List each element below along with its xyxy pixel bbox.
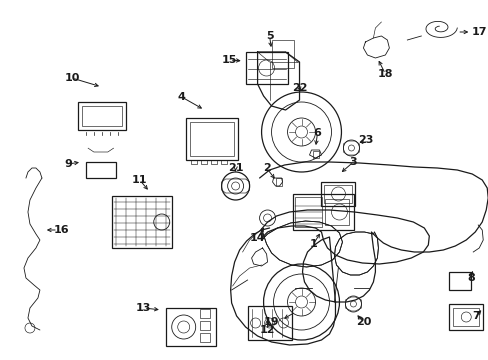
Bar xyxy=(247,306,291,340)
Bar xyxy=(112,196,171,248)
Bar xyxy=(325,199,349,225)
Bar xyxy=(275,178,281,186)
Text: 2: 2 xyxy=(262,163,270,173)
Bar xyxy=(165,308,215,346)
Text: 16: 16 xyxy=(54,225,70,235)
Bar xyxy=(294,197,322,227)
Text: 3: 3 xyxy=(349,157,357,167)
Bar xyxy=(199,309,209,318)
Bar xyxy=(189,122,233,156)
Bar xyxy=(185,118,237,160)
Text: 19: 19 xyxy=(263,317,279,327)
Bar xyxy=(190,160,196,164)
Text: 7: 7 xyxy=(471,311,479,321)
Bar xyxy=(292,194,354,230)
Text: 12: 12 xyxy=(259,325,275,335)
Text: 9: 9 xyxy=(64,159,72,169)
Text: 17: 17 xyxy=(470,27,486,37)
Bar xyxy=(271,40,293,68)
Bar xyxy=(448,304,482,330)
Bar xyxy=(200,160,206,164)
Bar xyxy=(78,102,125,130)
Bar xyxy=(448,272,470,290)
Text: 20: 20 xyxy=(355,317,370,327)
Text: 6: 6 xyxy=(313,128,321,138)
Bar xyxy=(324,185,352,203)
Bar xyxy=(321,182,355,206)
Bar xyxy=(81,106,122,126)
Text: 11: 11 xyxy=(132,175,147,185)
Bar xyxy=(210,160,216,164)
Text: 22: 22 xyxy=(291,83,306,93)
Text: 5: 5 xyxy=(265,31,273,41)
Bar xyxy=(245,52,287,84)
Text: 18: 18 xyxy=(377,69,392,79)
Text: 14: 14 xyxy=(249,233,265,243)
Bar xyxy=(199,321,209,330)
Bar xyxy=(86,162,116,178)
Bar xyxy=(452,308,478,326)
Bar xyxy=(220,160,226,164)
Text: 23: 23 xyxy=(357,135,372,145)
Text: 1: 1 xyxy=(309,239,317,249)
Text: 21: 21 xyxy=(227,163,243,173)
Text: 13: 13 xyxy=(136,303,151,313)
Text: 15: 15 xyxy=(222,55,237,65)
Text: 4: 4 xyxy=(178,92,185,102)
Bar xyxy=(312,151,319,158)
Text: 10: 10 xyxy=(64,73,80,83)
Text: 8: 8 xyxy=(467,273,474,283)
Bar xyxy=(199,333,209,342)
